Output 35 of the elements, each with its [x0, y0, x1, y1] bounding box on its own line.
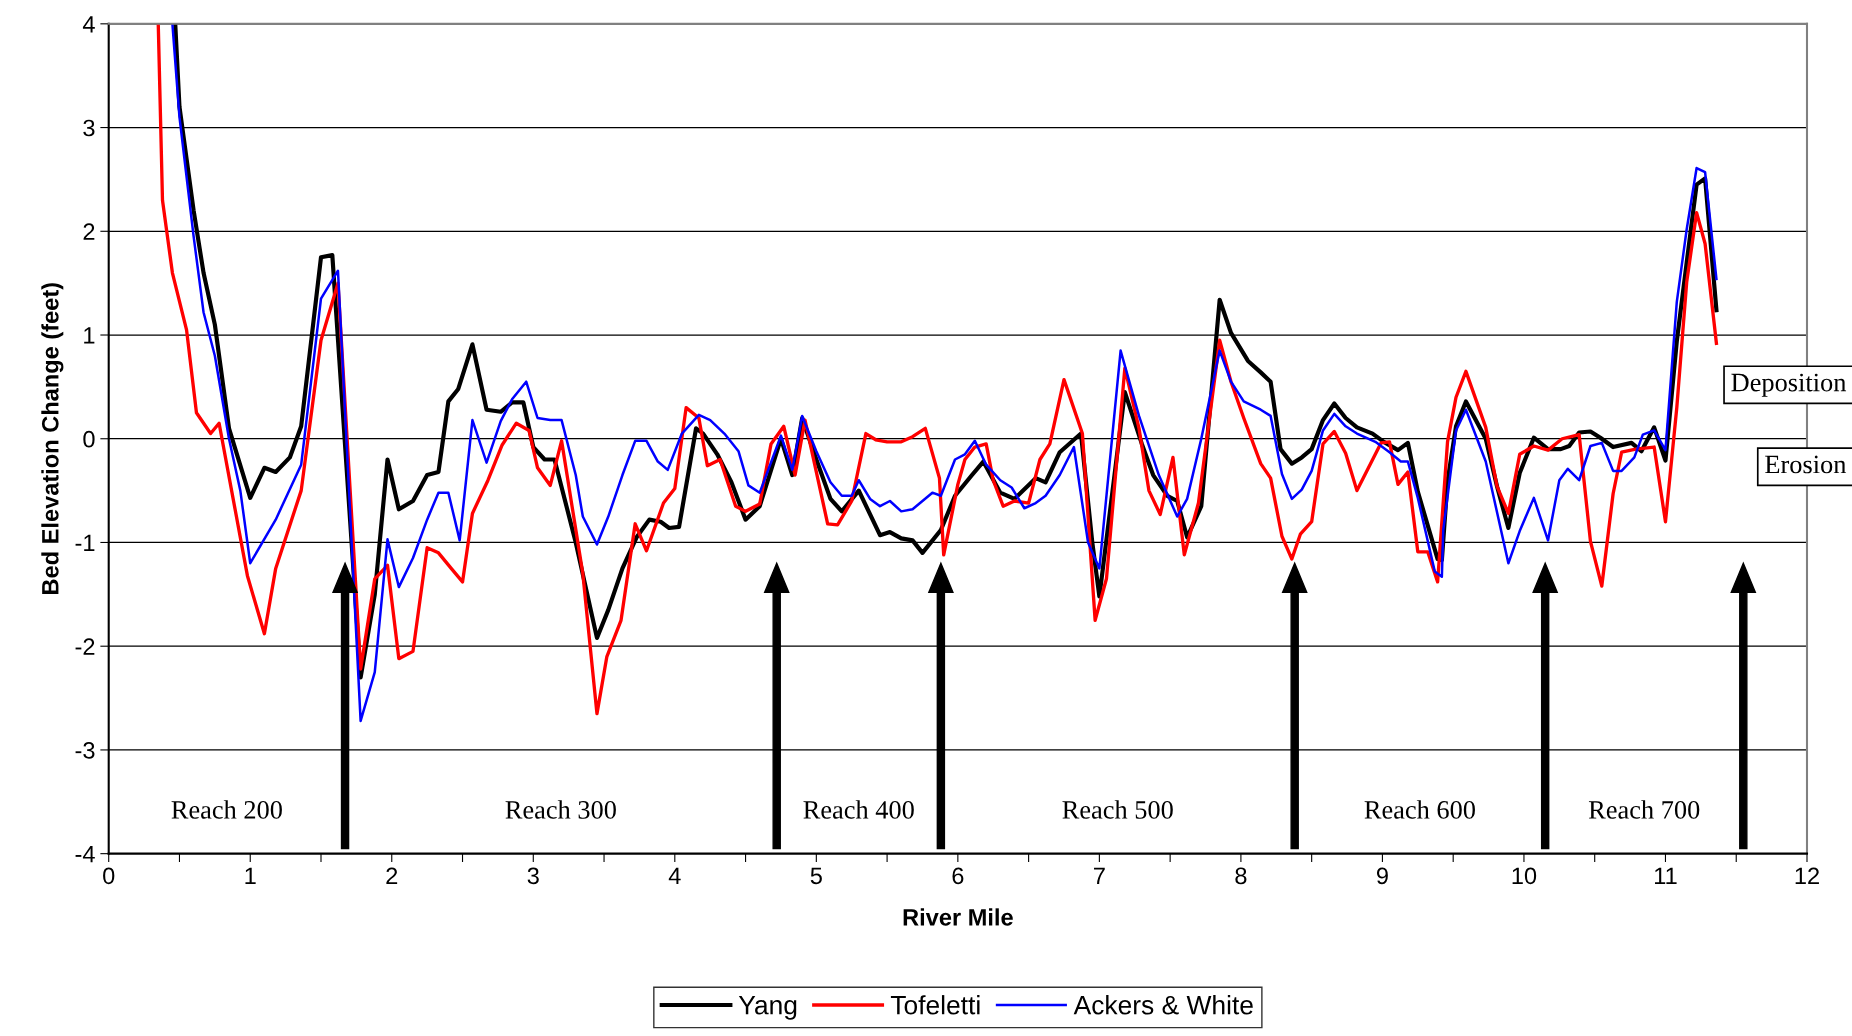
legend-label: Tofeletti: [890, 995, 980, 1015]
x-tick-label: 1: [245, 867, 256, 884]
y-tick-label: 3: [83, 119, 95, 137]
legend-label: Yang: [738, 996, 797, 1020]
y-axis-title: Bed Elevation Change (feet): [41, 283, 64, 594]
x-tick-label: 10: [1512, 867, 1537, 885]
x-tick-label: 6: [952, 867, 964, 885]
x-axis-title: River Mile: [903, 908, 1013, 926]
x-tick-label: 7: [1094, 867, 1105, 884]
annotation: Reach 700: [1588, 800, 1700, 819]
y-tick-label: 0: [83, 430, 95, 448]
x-tick-label: 0: [103, 867, 115, 885]
annotation: Reach 200: [171, 800, 282, 819]
legend-label: Ackers & White: [1073, 995, 1253, 1015]
y-tick-label: -4: [75, 845, 95, 863]
y-tick-label: -2: [75, 638, 95, 655]
annotation: Reach 400: [803, 800, 914, 819]
x-tick-label: 2: [386, 867, 398, 884]
x-tick-label: 5: [810, 867, 822, 885]
y-tick-label: -3: [75, 742, 95, 759]
annotation: Reach 600: [1364, 800, 1475, 819]
x-tick-label: 12: [1795, 867, 1819, 884]
y-tick-label: 4: [82, 16, 95, 33]
x-tick-label: 9: [1376, 867, 1388, 885]
annotation: Erosion: [1765, 455, 1847, 474]
y-tick-label: -1: [75, 534, 95, 552]
annotation: Deposition: [1731, 373, 1847, 397]
x-tick-label: 8: [1235, 867, 1247, 885]
y-tick-label: 2: [83, 223, 95, 240]
y-tick-label: 1: [84, 327, 95, 344]
x-tick-label: 4: [668, 867, 681, 884]
annotation: Reach 300: [505, 800, 616, 819]
x-tick-label: 11: [1655, 867, 1677, 884]
annotation: Reach 500: [1062, 800, 1173, 819]
x-tick-label: 3: [527, 867, 539, 885]
